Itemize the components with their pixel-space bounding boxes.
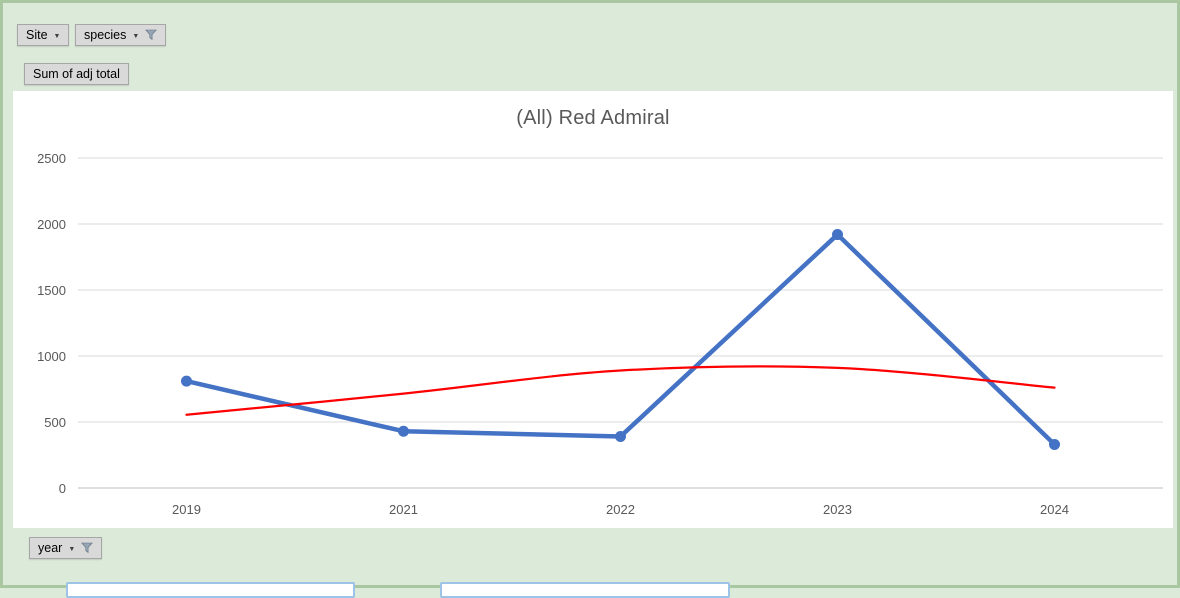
value-field-label: Sum of adj total bbox=[33, 67, 120, 81]
dropdown-arrow-icon: ▼ bbox=[53, 32, 61, 40]
value-field-button[interactable]: Sum of adj total bbox=[24, 63, 129, 85]
dropdown-arrow-icon: ▼ bbox=[132, 32, 140, 40]
species-field-button[interactable]: species ▼ bbox=[75, 24, 167, 46]
filter-icon bbox=[81, 542, 94, 554]
site-field-button[interactable]: Site ▼ bbox=[17, 24, 70, 46]
dropdown-arrow-icon: ▼ bbox=[68, 545, 76, 553]
slicer-right[interactable] bbox=[440, 582, 730, 598]
chart-title: (All) Red Admiral bbox=[516, 107, 670, 129]
chart-panel bbox=[13, 91, 1173, 528]
filter-icon bbox=[145, 29, 158, 41]
year-field-button[interactable]: year ▼ bbox=[29, 537, 103, 559]
slicer-left[interactable] bbox=[66, 582, 355, 598]
species-field-label: species bbox=[84, 28, 127, 42]
year-field-label: year bbox=[38, 541, 63, 555]
site-field-label: Site bbox=[26, 28, 48, 42]
